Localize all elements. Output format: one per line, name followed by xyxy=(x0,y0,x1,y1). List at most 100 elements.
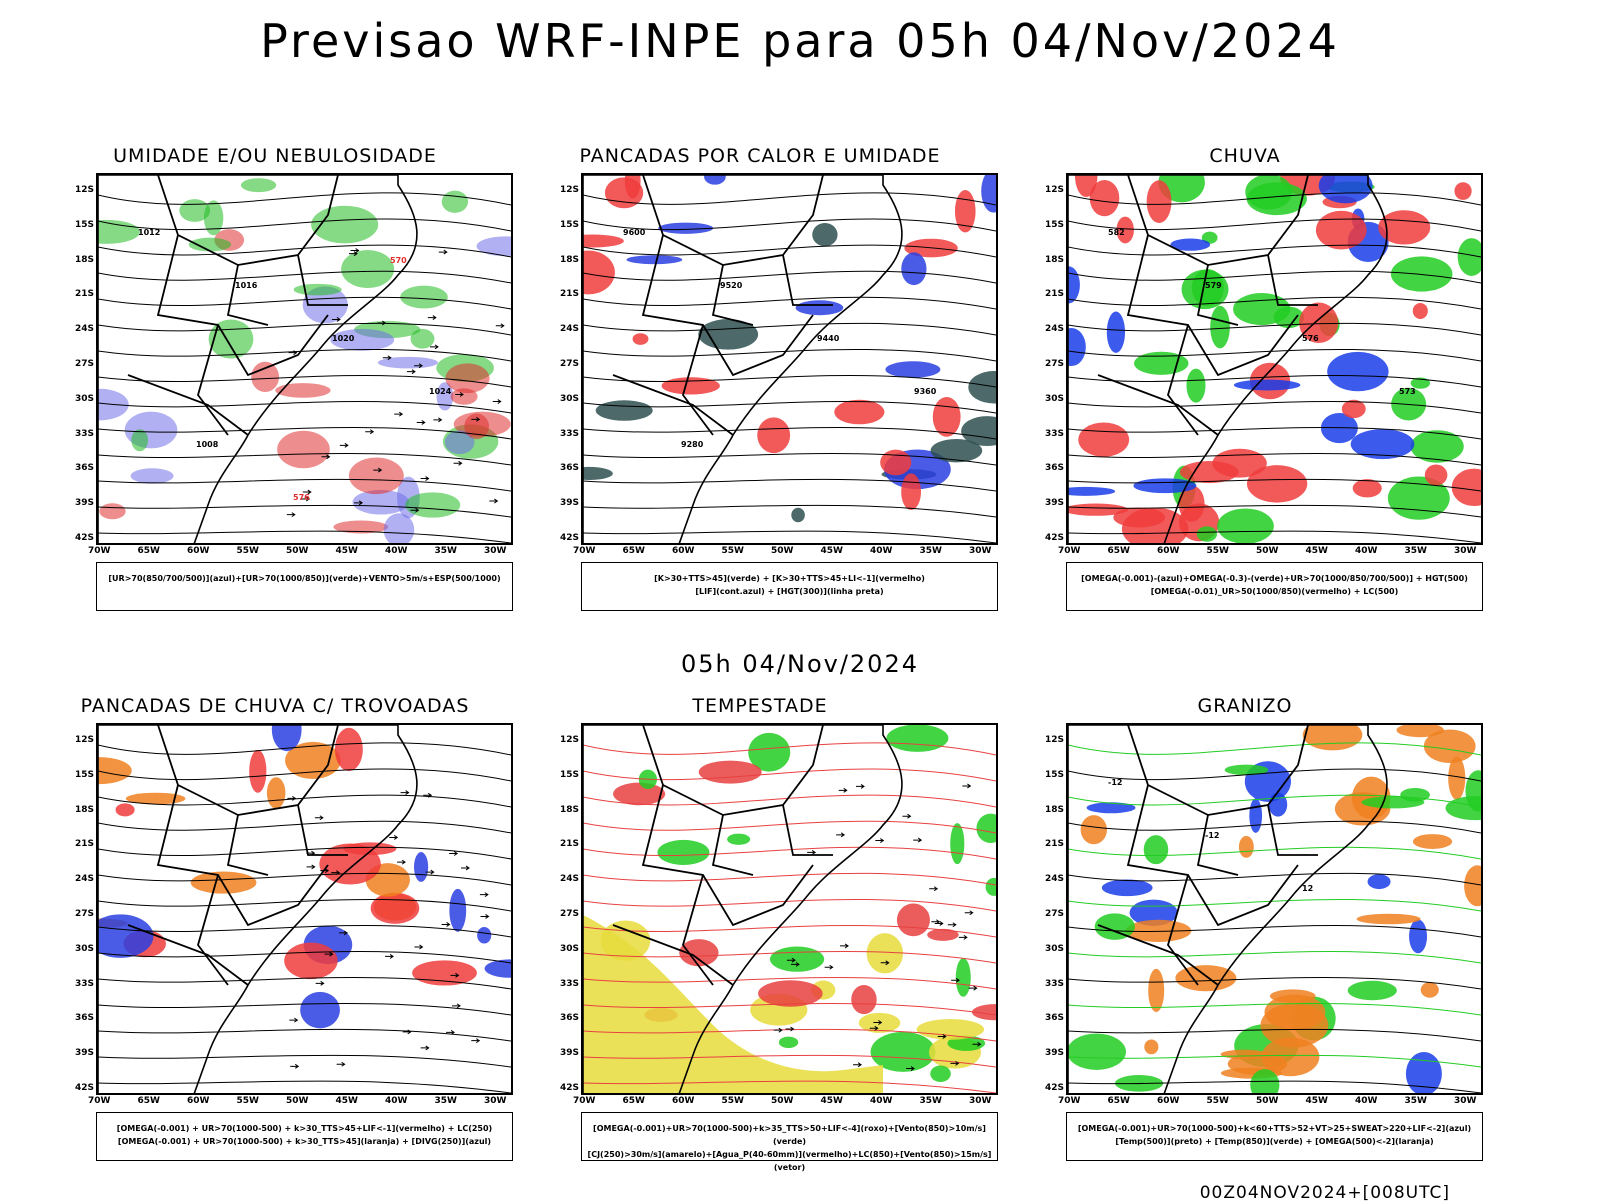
contour-label: 12 xyxy=(1302,884,1313,893)
wind-arrow xyxy=(840,943,849,949)
isoline xyxy=(1068,1002,1481,1016)
map-chuva[interactable]: 582 579 576 573 xyxy=(1066,173,1483,545)
lon-tick-label: 60W xyxy=(672,1096,695,1106)
weather-field-patch xyxy=(613,782,666,806)
weather-field-patch xyxy=(896,903,930,937)
weather-field-patch xyxy=(484,959,511,978)
country-border xyxy=(711,264,754,326)
legend-line: [LIF](cont.azul) + [HGT(300)](linha pret… xyxy=(695,587,884,596)
weather-field-patch xyxy=(1143,835,1169,865)
country-border xyxy=(1267,254,1318,306)
weather-field-patch xyxy=(661,377,720,395)
isoline xyxy=(583,951,996,964)
weather-field-patch xyxy=(901,473,921,511)
wind-arrow xyxy=(425,869,435,875)
lat-tick-label: 15S xyxy=(560,219,580,230)
wind-arrow xyxy=(453,460,463,466)
lon-tick-label: 55W xyxy=(236,1096,259,1106)
lon-tick-label: 60W xyxy=(187,1096,210,1106)
map-granizo[interactable]: -12 -12 12 xyxy=(1066,723,1483,1095)
lat-tick-label: 21S xyxy=(1045,839,1065,850)
map-trovoadas[interactable] xyxy=(96,723,513,1095)
country-border xyxy=(612,374,734,436)
lat-tick-label: 18S xyxy=(560,804,580,815)
wind-arrow xyxy=(385,953,394,959)
map-pancadas-calor[interactable]: 9600 9520 9440 9360 9280 xyxy=(581,173,998,545)
legend-line: [OMEGA(-0.01)_UR>50(1000/850)(vermelho) … xyxy=(1150,587,1399,596)
weather-field-patch xyxy=(1464,865,1481,907)
weather-field-patch xyxy=(1186,368,1206,403)
isoline xyxy=(98,951,511,964)
lat-tick-label: 24S xyxy=(75,874,95,885)
weather-field-patch xyxy=(1089,179,1120,217)
weather-field-patch xyxy=(932,396,961,437)
contour-label: 9520 xyxy=(720,281,743,290)
lon-tick-label: 50W xyxy=(771,546,794,556)
lat-tick-label: 36S xyxy=(560,1013,580,1024)
lat-tick-label: 24S xyxy=(560,874,580,885)
weather-field-patch xyxy=(1361,796,1425,809)
panel-tempestade: TEMPESTADE [OMEGA(-0.001)+UR>70(1000-500… xyxy=(540,695,1040,1175)
weather-field-patch xyxy=(477,926,492,944)
lon-tick-label: 35W xyxy=(919,1096,942,1106)
contour-label: 9280 xyxy=(681,440,704,449)
weather-field-patch xyxy=(476,236,511,257)
isoline xyxy=(1068,322,1481,336)
legend-tempestade: [OMEGA(-0.001)+UR>70(1000-500)+k>35_TTS>… xyxy=(581,1112,998,1172)
panel-title: UMIDADE E/OU NEBULOSIDADE xyxy=(113,145,437,167)
lon-tick-label: 40W xyxy=(385,546,408,556)
isoline xyxy=(1068,1054,1481,1068)
weather-field-patch xyxy=(1341,399,1366,419)
wind-arrow xyxy=(324,951,334,957)
wind-arrow xyxy=(394,411,404,417)
country-border xyxy=(1196,264,1239,326)
wind-arrow xyxy=(450,972,460,978)
weather-field-patch xyxy=(851,984,877,1015)
lon-tick-label: 65W xyxy=(622,546,645,556)
isoline xyxy=(98,768,511,782)
weather-field-patch xyxy=(285,741,341,780)
weather-field-patch xyxy=(1410,430,1464,463)
legend-line: [OMEGA(-0.001)+UR>70(1000-500)+k>35_TTS>… xyxy=(593,1124,986,1146)
coastline xyxy=(1068,725,1388,1093)
weather-field-patch xyxy=(795,300,844,316)
isoline xyxy=(98,478,511,492)
panel-title: PANCADAS DE CHUVA C/ TROVOADAS xyxy=(80,695,470,717)
weather-field-patch xyxy=(870,1031,936,1072)
wind-arrow xyxy=(314,815,324,821)
lon-tick-label: 70W xyxy=(573,546,596,556)
lat-tick-label: 30S xyxy=(75,393,95,404)
lat-tick-label: 15S xyxy=(560,769,580,780)
wind-arrow xyxy=(950,1060,960,1066)
lon-tick-label: 40W xyxy=(385,1096,408,1106)
isoline xyxy=(98,1002,511,1016)
weather-field-patch xyxy=(1445,796,1481,821)
map-svg: -12 -12 12 xyxy=(1068,725,1481,1093)
country-border xyxy=(1267,804,1318,856)
panel-pancadas-calor: PANCADAS POR CALOR E UMIDADE 9600 9520 944… xyxy=(540,145,1040,625)
wind-arrow xyxy=(350,248,360,253)
country-border xyxy=(782,804,833,856)
weather-field-patch xyxy=(758,980,823,1007)
weather-field-patch xyxy=(98,914,154,958)
wind-arrow xyxy=(339,930,348,936)
isoline xyxy=(98,925,511,938)
wind-arrow xyxy=(958,934,968,940)
isoline xyxy=(98,218,511,232)
weather-field-patch xyxy=(1068,328,1086,367)
weather-field-patch xyxy=(464,413,489,440)
weather-field-patch xyxy=(1217,508,1274,543)
country-border xyxy=(711,814,754,876)
lon-tick-label: 50W xyxy=(286,1096,309,1106)
coastline xyxy=(98,725,418,1093)
isoline xyxy=(583,244,996,258)
wind-arrow xyxy=(880,960,890,966)
isoline xyxy=(583,794,996,808)
map-tempestade[interactable] xyxy=(581,723,998,1095)
weather-field-patch xyxy=(1144,1039,1159,1055)
weather-field-patch xyxy=(1367,874,1391,890)
weather-field-patch xyxy=(441,190,469,213)
weather-field-patch xyxy=(1454,182,1472,200)
map-umidade[interactable]: 1012 1016 1020 1024 1008 576 570 xyxy=(96,173,513,545)
lon-tick-label: 35W xyxy=(1404,1096,1427,1106)
